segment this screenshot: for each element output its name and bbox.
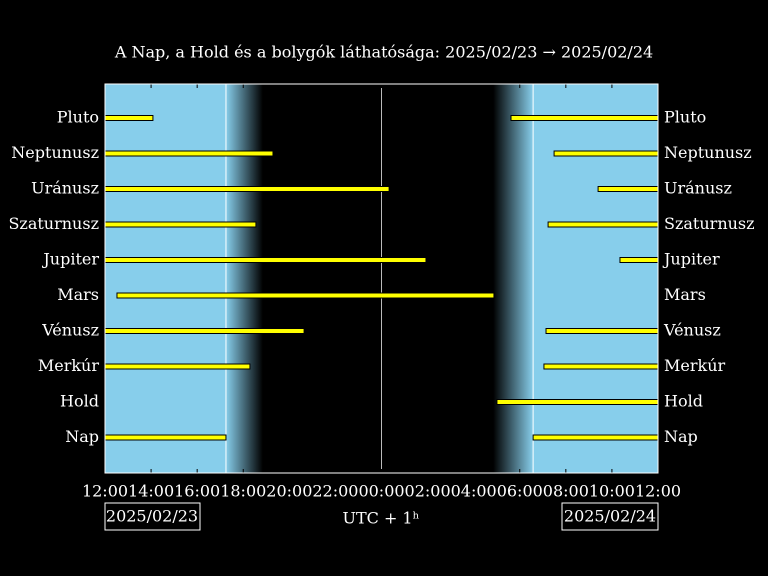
y-tick-label: Neptunusz [11, 143, 99, 162]
daylight [105, 84, 226, 473]
visibility-bar [532, 434, 659, 441]
x-tick-label: 02:00 [405, 482, 451, 501]
y-tick-label: Pluto [57, 108, 99, 127]
visibility-bar [510, 115, 659, 121]
y-tick-label-right: Vénusz [663, 321, 721, 340]
end-date: 2025/02/24 [564, 507, 656, 526]
y-tick-label-right: Mars [664, 285, 706, 304]
x-tick-label: 14:00 [128, 482, 174, 501]
plot-frame [104, 83, 659, 474]
y-tick-label: Mars [57, 285, 99, 304]
y-tick-label: Vénusz [41, 321, 99, 340]
visibility-bar [104, 221, 257, 228]
date-box [104, 502, 201, 531]
y-tick-label-right: Uránusz [664, 179, 732, 198]
x-tick-label: 08:00 [543, 482, 589, 501]
date-box [561, 502, 659, 531]
dawn [493, 84, 534, 473]
y-tick-label-right: Pluto [664, 108, 706, 127]
visibility-bar [545, 328, 659, 334]
x-tick-label: 12:00 [82, 482, 128, 501]
visibility-bar [104, 115, 154, 121]
visibility-bar [619, 257, 659, 263]
visibility-bar [104, 434, 227, 441]
plot-area: Pluto Pluto Neptunusz Neptunusz Uránusz Uránu… [8, 83, 755, 501]
x-tick-label: 10:00 [589, 482, 635, 501]
visibility-bar [547, 221, 659, 228]
visibility-bar [543, 363, 659, 370]
y-tick-label-right: Merkúr [664, 356, 726, 375]
visibility-bar [553, 150, 659, 157]
chart-title: A Nap, a Hold és a bolygók láthatósága: … [114, 43, 653, 62]
dusk [225, 84, 263, 473]
y-tick-label-right: Nap [664, 427, 698, 446]
y-tick-label: Hold [60, 392, 99, 411]
y-tick-label: Uránusz [31, 179, 99, 198]
y-tick-label-right: Szaturnusz [664, 214, 755, 233]
visibility-bar [104, 257, 427, 263]
x-axis-label: UTC + 1ʰ [342, 509, 419, 528]
y-tick-label: Jupiter [41, 250, 99, 269]
daylight [533, 84, 658, 473]
start-date: 2025/02/23 [106, 507, 198, 526]
x-tick-label: 06:00 [497, 482, 543, 501]
visibility-bar [104, 328, 305, 334]
x-tick-label: 16:00 [174, 482, 220, 501]
y-tick-label: Nap [65, 427, 99, 446]
y-tick-label: Merkúr [38, 356, 100, 375]
x-tick-label: 20:00 [266, 482, 312, 501]
visibility-bar [496, 399, 659, 405]
y-tick-label: Szaturnusz [8, 214, 99, 233]
x-tick-label: 12:00 [635, 482, 681, 501]
y-tick-label-right: Jupiter [662, 250, 720, 269]
visibility-bar [104, 186, 390, 192]
y-tick-label-right: Neptunusz [664, 143, 752, 162]
visibility-bar [597, 186, 659, 192]
x-tick-label: 00:00 [358, 482, 404, 501]
x-tick-label: 18:00 [220, 482, 266, 501]
y-tick-label-right: Hold [664, 392, 703, 411]
x-tick-label: 04:00 [451, 482, 497, 501]
visibility-bar [104, 150, 274, 157]
x-tick-label: 22:00 [312, 482, 358, 501]
visibility-bar [104, 363, 251, 370]
visibility-bar [116, 292, 495, 299]
